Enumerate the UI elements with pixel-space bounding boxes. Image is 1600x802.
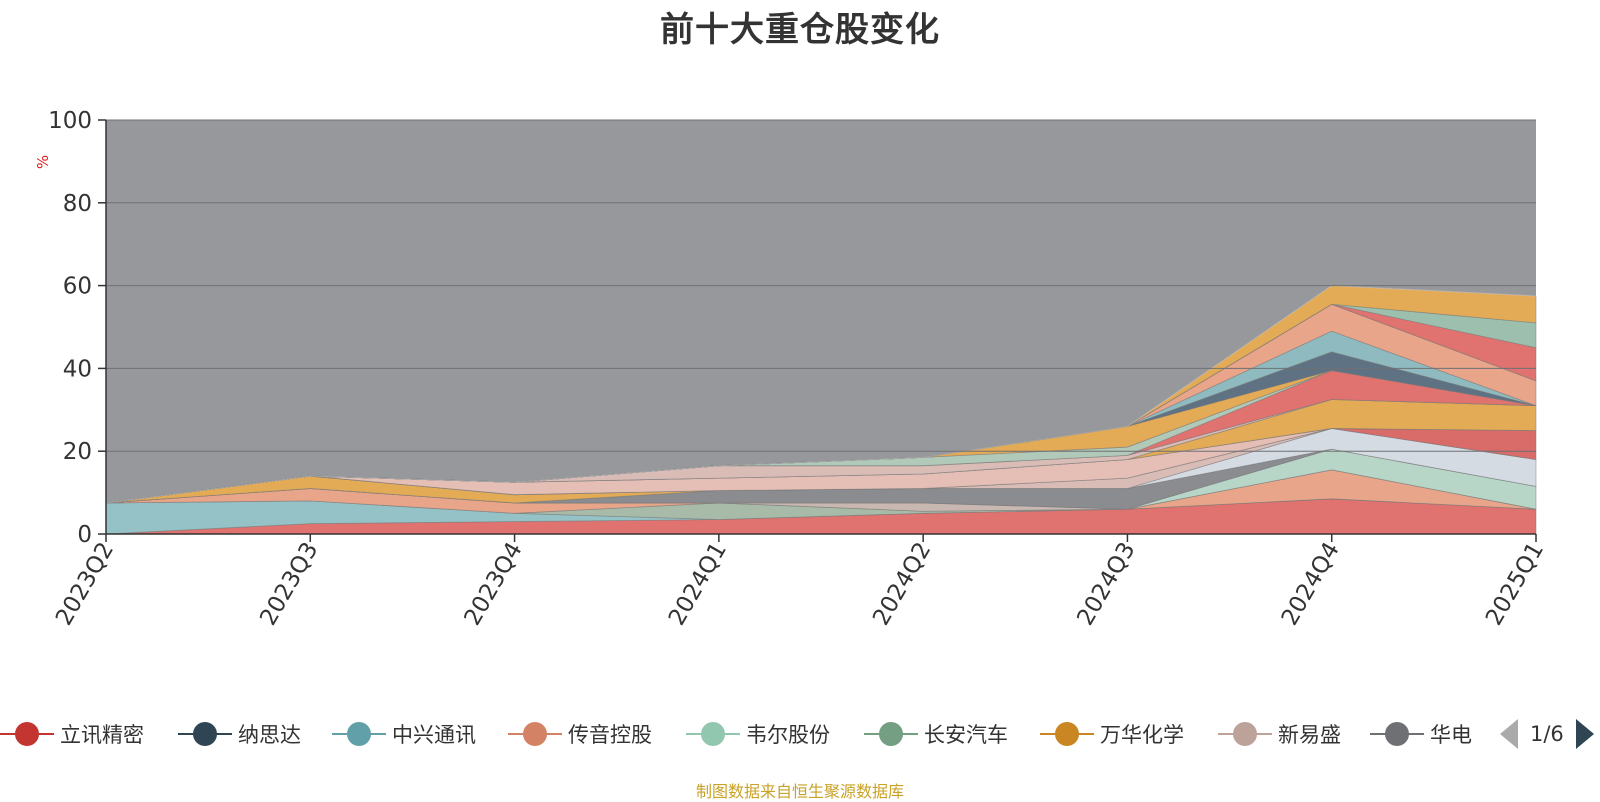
x-tick-label: 2025Q1 bbox=[1481, 538, 1549, 630]
y-tick-label: 80 bbox=[63, 191, 92, 217]
y-tick-label: 100 bbox=[48, 108, 92, 134]
legend-marker-icon bbox=[332, 719, 386, 749]
y-tick-label: 60 bbox=[63, 274, 92, 300]
y-axis-label: % bbox=[34, 155, 52, 169]
legend-marker-icon bbox=[686, 719, 740, 749]
triangle-right-icon[interactable] bbox=[1575, 719, 1594, 749]
x-tick-label: 2024Q2 bbox=[868, 538, 936, 630]
legend-item[interactable]: 万华化学 bbox=[1040, 712, 1184, 756]
x-tick-label: 2024Q3 bbox=[1072, 538, 1140, 630]
legend-marker-icon bbox=[508, 719, 562, 749]
chart-legend: 立讯精密 纳思达 中兴通讯 传音控股 韦尔股份 长安汽车 万华化学 新易盛 华电 bbox=[0, 712, 1600, 756]
x-tick-label: 2024Q4 bbox=[1277, 538, 1345, 630]
legend-item[interactable]: 华电 bbox=[1370, 712, 1492, 756]
x-tick-label: 2023Q3 bbox=[255, 538, 323, 630]
legend-item[interactable]: 纳思达 bbox=[178, 712, 301, 756]
legend-label: 华电 bbox=[1430, 723, 1472, 747]
legend-label: 长安汽车 bbox=[924, 723, 1008, 747]
x-tick-label: 2023Q4 bbox=[460, 538, 528, 630]
legend-label: 中兴通讯 bbox=[392, 723, 476, 747]
legend-label: 新易盛 bbox=[1278, 723, 1341, 747]
chart-plot-area bbox=[105, 120, 1537, 535]
area-series-25[interactable] bbox=[105, 285, 1537, 504]
y-tick-label: 40 bbox=[63, 356, 92, 382]
y-tick-label: 0 bbox=[77, 522, 92, 548]
y-tick-label: 20 bbox=[63, 439, 92, 465]
legend-marker-icon bbox=[864, 719, 918, 749]
legend-label: 纳思达 bbox=[238, 723, 301, 747]
legend-label: 万华化学 bbox=[1100, 723, 1184, 747]
legend-item[interactable]: 韦尔股份 bbox=[686, 712, 830, 756]
x-tick-label: 2024Q1 bbox=[664, 538, 732, 630]
legend-marker-icon bbox=[1370, 719, 1424, 749]
legend-marker-icon bbox=[1040, 719, 1094, 749]
legend-pager: 1/6 bbox=[1500, 712, 1594, 756]
legend-item[interactable]: 传音控股 bbox=[508, 712, 652, 756]
chart-canvas: 0 20 40 60 80 100% 2023Q2 2023Q3 2023Q4 2024Q1 202… bbox=[34, 108, 1549, 630]
legend-marker-icon bbox=[1218, 719, 1272, 749]
legend-label: 立讯精密 bbox=[60, 723, 144, 747]
chart-overlays bbox=[105, 285, 1537, 504]
chart-title: 前十大重仓股变化 bbox=[660, 10, 940, 50]
legend-item[interactable]: 长安汽车 bbox=[864, 712, 1008, 756]
source-note: 制图数据来自恒生聚源数据库 bbox=[695, 782, 904, 801]
legend-marker-icon bbox=[0, 719, 54, 749]
legend-marker-icon bbox=[178, 719, 232, 749]
stack-top-line bbox=[105, 285, 1537, 504]
triangle-left-icon[interactable] bbox=[1500, 719, 1518, 749]
legend-item[interactable]: 立讯精密 bbox=[0, 712, 144, 756]
legend-label: 韦尔股份 bbox=[746, 723, 830, 747]
legend-item[interactable]: 中兴通讯 bbox=[332, 712, 476, 756]
chart-gridlines bbox=[106, 119, 1536, 452]
legend-item[interactable]: 新易盛 bbox=[1218, 712, 1341, 756]
x-tick-label: 2023Q2 bbox=[51, 538, 119, 630]
legend-label: 传音控股 bbox=[568, 723, 652, 747]
legend-page-indicator: 1/6 bbox=[1530, 722, 1564, 746]
